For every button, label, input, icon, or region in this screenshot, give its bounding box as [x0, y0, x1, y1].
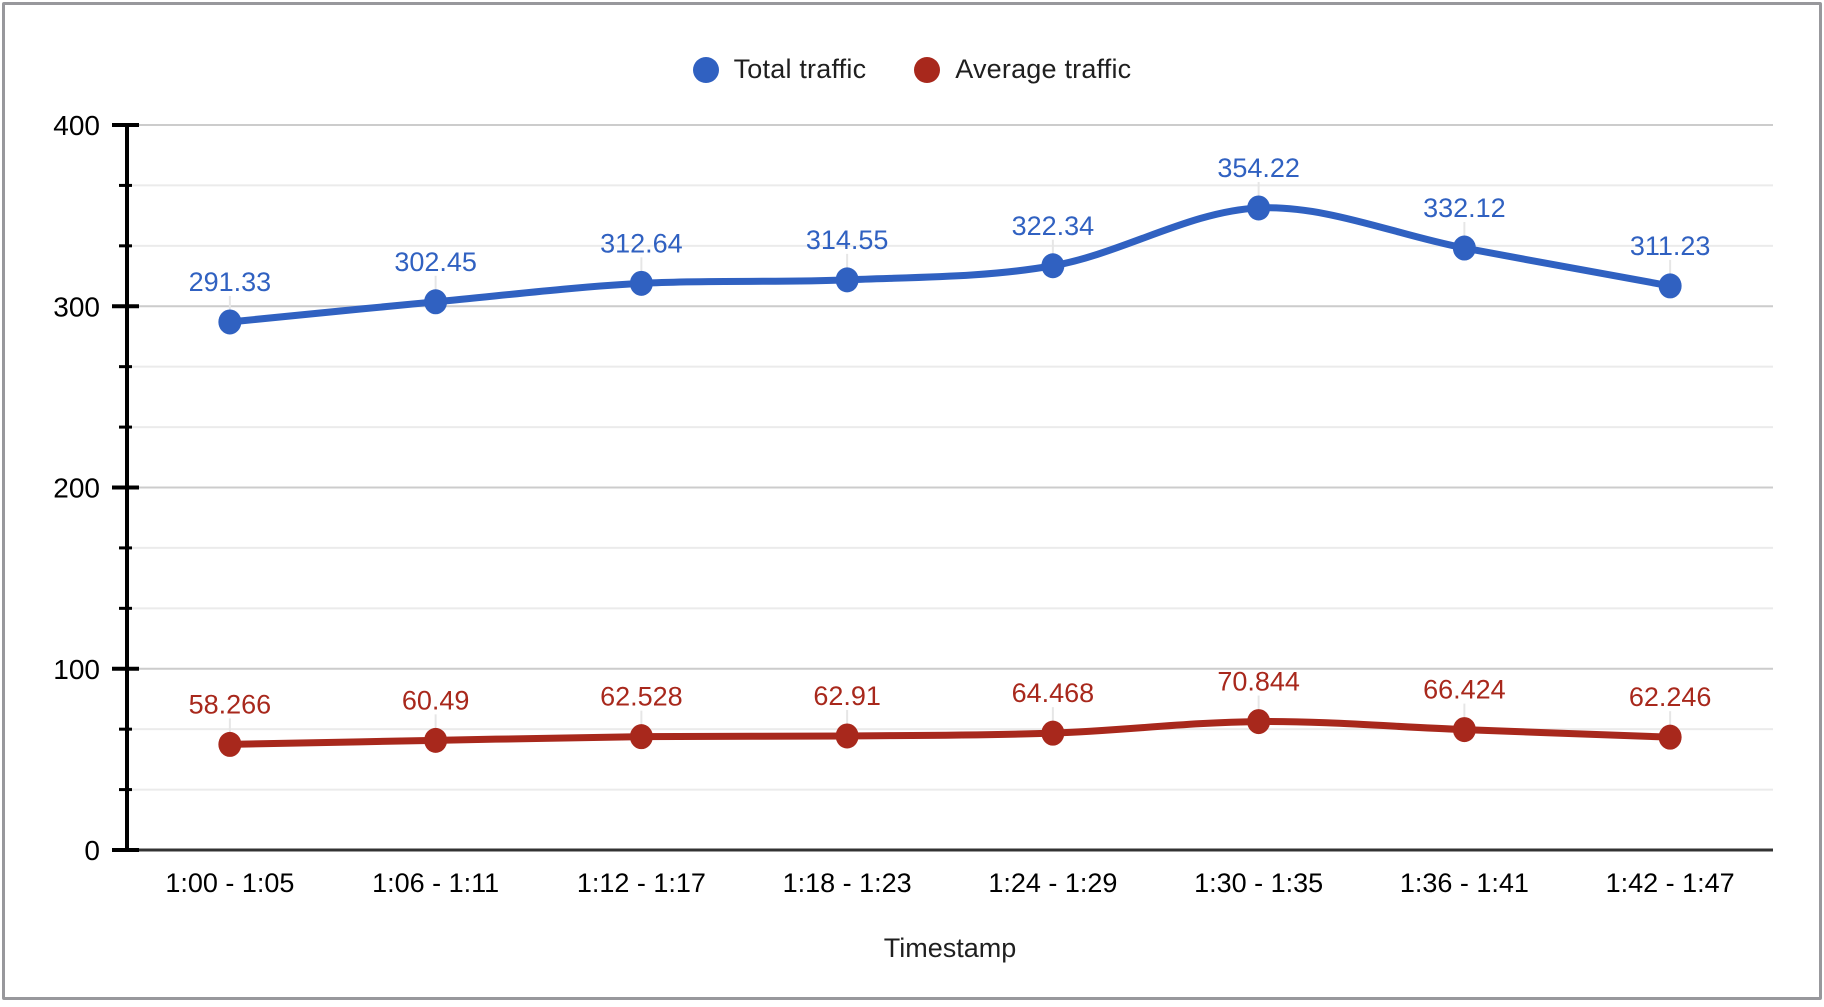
data-point-label: 354.22 — [1217, 153, 1300, 183]
data-point-label: 66.424 — [1423, 675, 1506, 705]
x-axis-title: Timestamp — [884, 933, 1017, 963]
data-point-marker[interactable] — [1658, 273, 1682, 299]
data-point-marker[interactable] — [629, 724, 653, 750]
legend-item-total-traffic[interactable]: Total traffic — [692, 54, 867, 85]
data-point-marker[interactable] — [835, 267, 859, 293]
data-point-label: 62.246 — [1629, 682, 1712, 712]
data-point-marker[interactable] — [1247, 195, 1271, 221]
data-point-label: 62.528 — [600, 682, 683, 712]
x-tick-label: 1:18 - 1:23 — [783, 868, 912, 898]
data-point-label: 70.844 — [1217, 667, 1300, 697]
data-point-marker[interactable] — [1041, 253, 1065, 279]
y-tick-label: 300 — [53, 291, 100, 322]
series-average-traffic: 58.266 60.49 62.528 62.91 64.468 70.844 66.424… — [189, 667, 1712, 757]
data-point-marker[interactable] — [218, 309, 242, 335]
x-tick-label: 1:36 - 1:41 — [1400, 868, 1529, 898]
data-point-marker[interactable] — [1452, 717, 1476, 743]
data-point-label: 302.45 — [394, 247, 477, 277]
legend-label-average-traffic: Average traffic — [955, 54, 1132, 84]
series-line — [226, 204, 1674, 326]
data-point-marker[interactable] — [1247, 709, 1271, 735]
x-tick-label: 1:24 - 1:29 — [988, 868, 1117, 898]
x-tick-label: 1:42 - 1:47 — [1606, 868, 1735, 898]
legend-item-average-traffic[interactable]: Average traffic — [914, 54, 1131, 85]
data-point-label: 314.55 — [806, 225, 889, 255]
data-point-marker[interactable] — [1658, 724, 1682, 750]
data-point-label: 291.33 — [189, 267, 272, 297]
data-point-marker[interactable] — [1452, 235, 1476, 261]
data-point-label: 58.266 — [189, 689, 272, 719]
data-point-marker[interactable] — [629, 270, 653, 296]
x-tick-label: 1:30 - 1:35 — [1194, 868, 1323, 898]
y-axis — [112, 123, 139, 852]
data-point-label: 60.49 — [402, 685, 470, 715]
data-point-label: 332.12 — [1423, 193, 1506, 223]
data-point-label: 62.91 — [813, 681, 881, 711]
data-point-marker[interactable] — [424, 289, 448, 315]
data-point-marker[interactable] — [835, 723, 859, 749]
x-tick-label: 1:00 - 1:05 — [165, 868, 294, 898]
legend: Total traffic Average traffic — [5, 54, 1819, 85]
y-tick-label: 100 — [53, 654, 100, 685]
series-total-traffic: 291.33 302.45 312.64 314.55 322.34 354.22 332.… — [189, 153, 1711, 335]
x-tick-label: 1:06 - 1:11 — [372, 868, 499, 898]
legend-swatch-total-traffic — [692, 56, 719, 83]
y-tick-label: 400 — [53, 110, 100, 141]
line-chart-plot: 0 100 200 300 400 1:00 - 1:05 1:06 - 1:11 1:12 … — [53, 110, 1773, 963]
y-tick-label: 0 — [84, 835, 100, 866]
legend-label-total-traffic: Total traffic — [733, 54, 867, 84]
data-point-label: 312.64 — [600, 228, 683, 258]
x-axis-labels: 1:00 - 1:05 1:06 - 1:11 1:12 - 1:17 1:18 - … — [165, 868, 1734, 898]
series-line — [226, 718, 1674, 748]
gridlines — [127, 124, 1773, 791]
data-point-marker[interactable] — [218, 731, 242, 757]
legend-swatch-average-traffic — [914, 56, 941, 83]
data-point-marker[interactable] — [424, 727, 448, 753]
y-tick-label: 200 — [53, 473, 100, 504]
x-tick-label: 1:12 - 1:17 — [577, 868, 706, 898]
data-point-label: 311.23 — [1630, 231, 1711, 261]
data-point-label: 322.34 — [1012, 211, 1095, 241]
data-point-marker[interactable] — [1041, 720, 1065, 746]
data-point-label: 64.468 — [1012, 678, 1095, 708]
